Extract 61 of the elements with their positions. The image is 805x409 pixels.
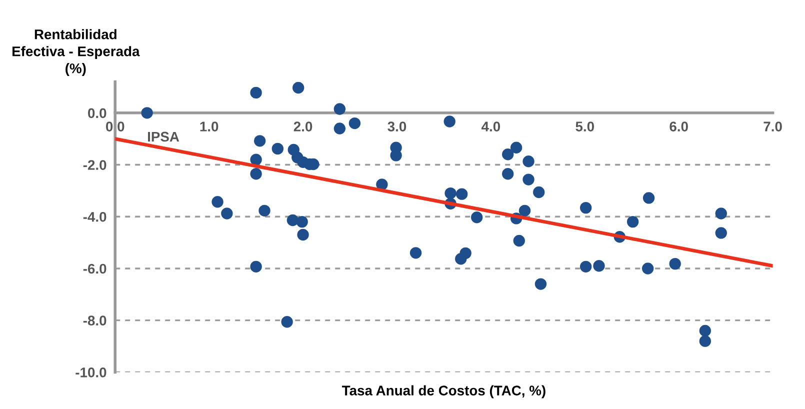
x-tick-label: 1.0 bbox=[200, 122, 218, 132]
point bbox=[593, 260, 605, 272]
annotation: IPSA bbox=[148, 132, 180, 142]
point bbox=[626, 216, 639, 228]
point bbox=[513, 234, 525, 247]
point bbox=[470, 212, 483, 224]
point bbox=[286, 214, 299, 226]
y-tick-label: -8.0 bbox=[83, 316, 106, 326]
point bbox=[502, 148, 514, 160]
point bbox=[296, 216, 308, 228]
point bbox=[518, 204, 531, 217]
y-tick-label: 0.0 bbox=[88, 108, 106, 118]
point bbox=[348, 117, 361, 130]
point bbox=[297, 228, 309, 241]
point bbox=[580, 260, 592, 273]
point bbox=[522, 174, 534, 186]
point bbox=[272, 142, 284, 155]
y-tick-label: -4.0 bbox=[83, 212, 106, 222]
point bbox=[281, 316, 293, 328]
point bbox=[522, 156, 534, 168]
point bbox=[715, 208, 727, 220]
x-axis-title: Tasa Anual de Costos (TAC, %) bbox=[342, 385, 546, 398]
point bbox=[444, 187, 456, 200]
x-tick-label: 4.0 bbox=[481, 122, 500, 132]
point bbox=[534, 278, 547, 290]
point bbox=[250, 260, 262, 273]
x-tick-label: 7.0 bbox=[764, 122, 782, 132]
point bbox=[669, 258, 681, 270]
point bbox=[334, 122, 346, 134]
point bbox=[444, 116, 456, 128]
point bbox=[250, 154, 262, 166]
point bbox=[642, 192, 655, 204]
point bbox=[376, 178, 388, 190]
y-tick-label: -10.0 bbox=[76, 368, 106, 378]
y-tick-label: -6.0 bbox=[83, 264, 106, 274]
point bbox=[292, 82, 304, 94]
point bbox=[410, 247, 422, 259]
point bbox=[250, 168, 262, 180]
point bbox=[254, 135, 266, 147]
point bbox=[221, 208, 233, 220]
point bbox=[510, 142, 522, 154]
x-tick-label: 5.0 bbox=[576, 122, 594, 132]
y-tick-label: -2.0 bbox=[83, 160, 106, 170]
point bbox=[580, 202, 592, 214]
point bbox=[502, 168, 514, 180]
x-tick-label: 3.0 bbox=[388, 122, 406, 132]
point bbox=[212, 196, 224, 208]
point bbox=[460, 247, 472, 260]
x-tick-label: 2.0 bbox=[294, 122, 312, 132]
point bbox=[715, 227, 727, 239]
point bbox=[250, 86, 262, 99]
point bbox=[699, 324, 711, 337]
point bbox=[334, 103, 346, 115]
point bbox=[642, 262, 654, 274]
y-axis-title: Rentabilidad Efectiva - Esperada (%) bbox=[12, 29, 140, 76]
point bbox=[533, 186, 545, 198]
point bbox=[456, 188, 468, 200]
point bbox=[699, 335, 711, 347]
point bbox=[258, 204, 270, 217]
point bbox=[141, 107, 153, 119]
x-tick-label: 6.0 bbox=[670, 122, 688, 132]
